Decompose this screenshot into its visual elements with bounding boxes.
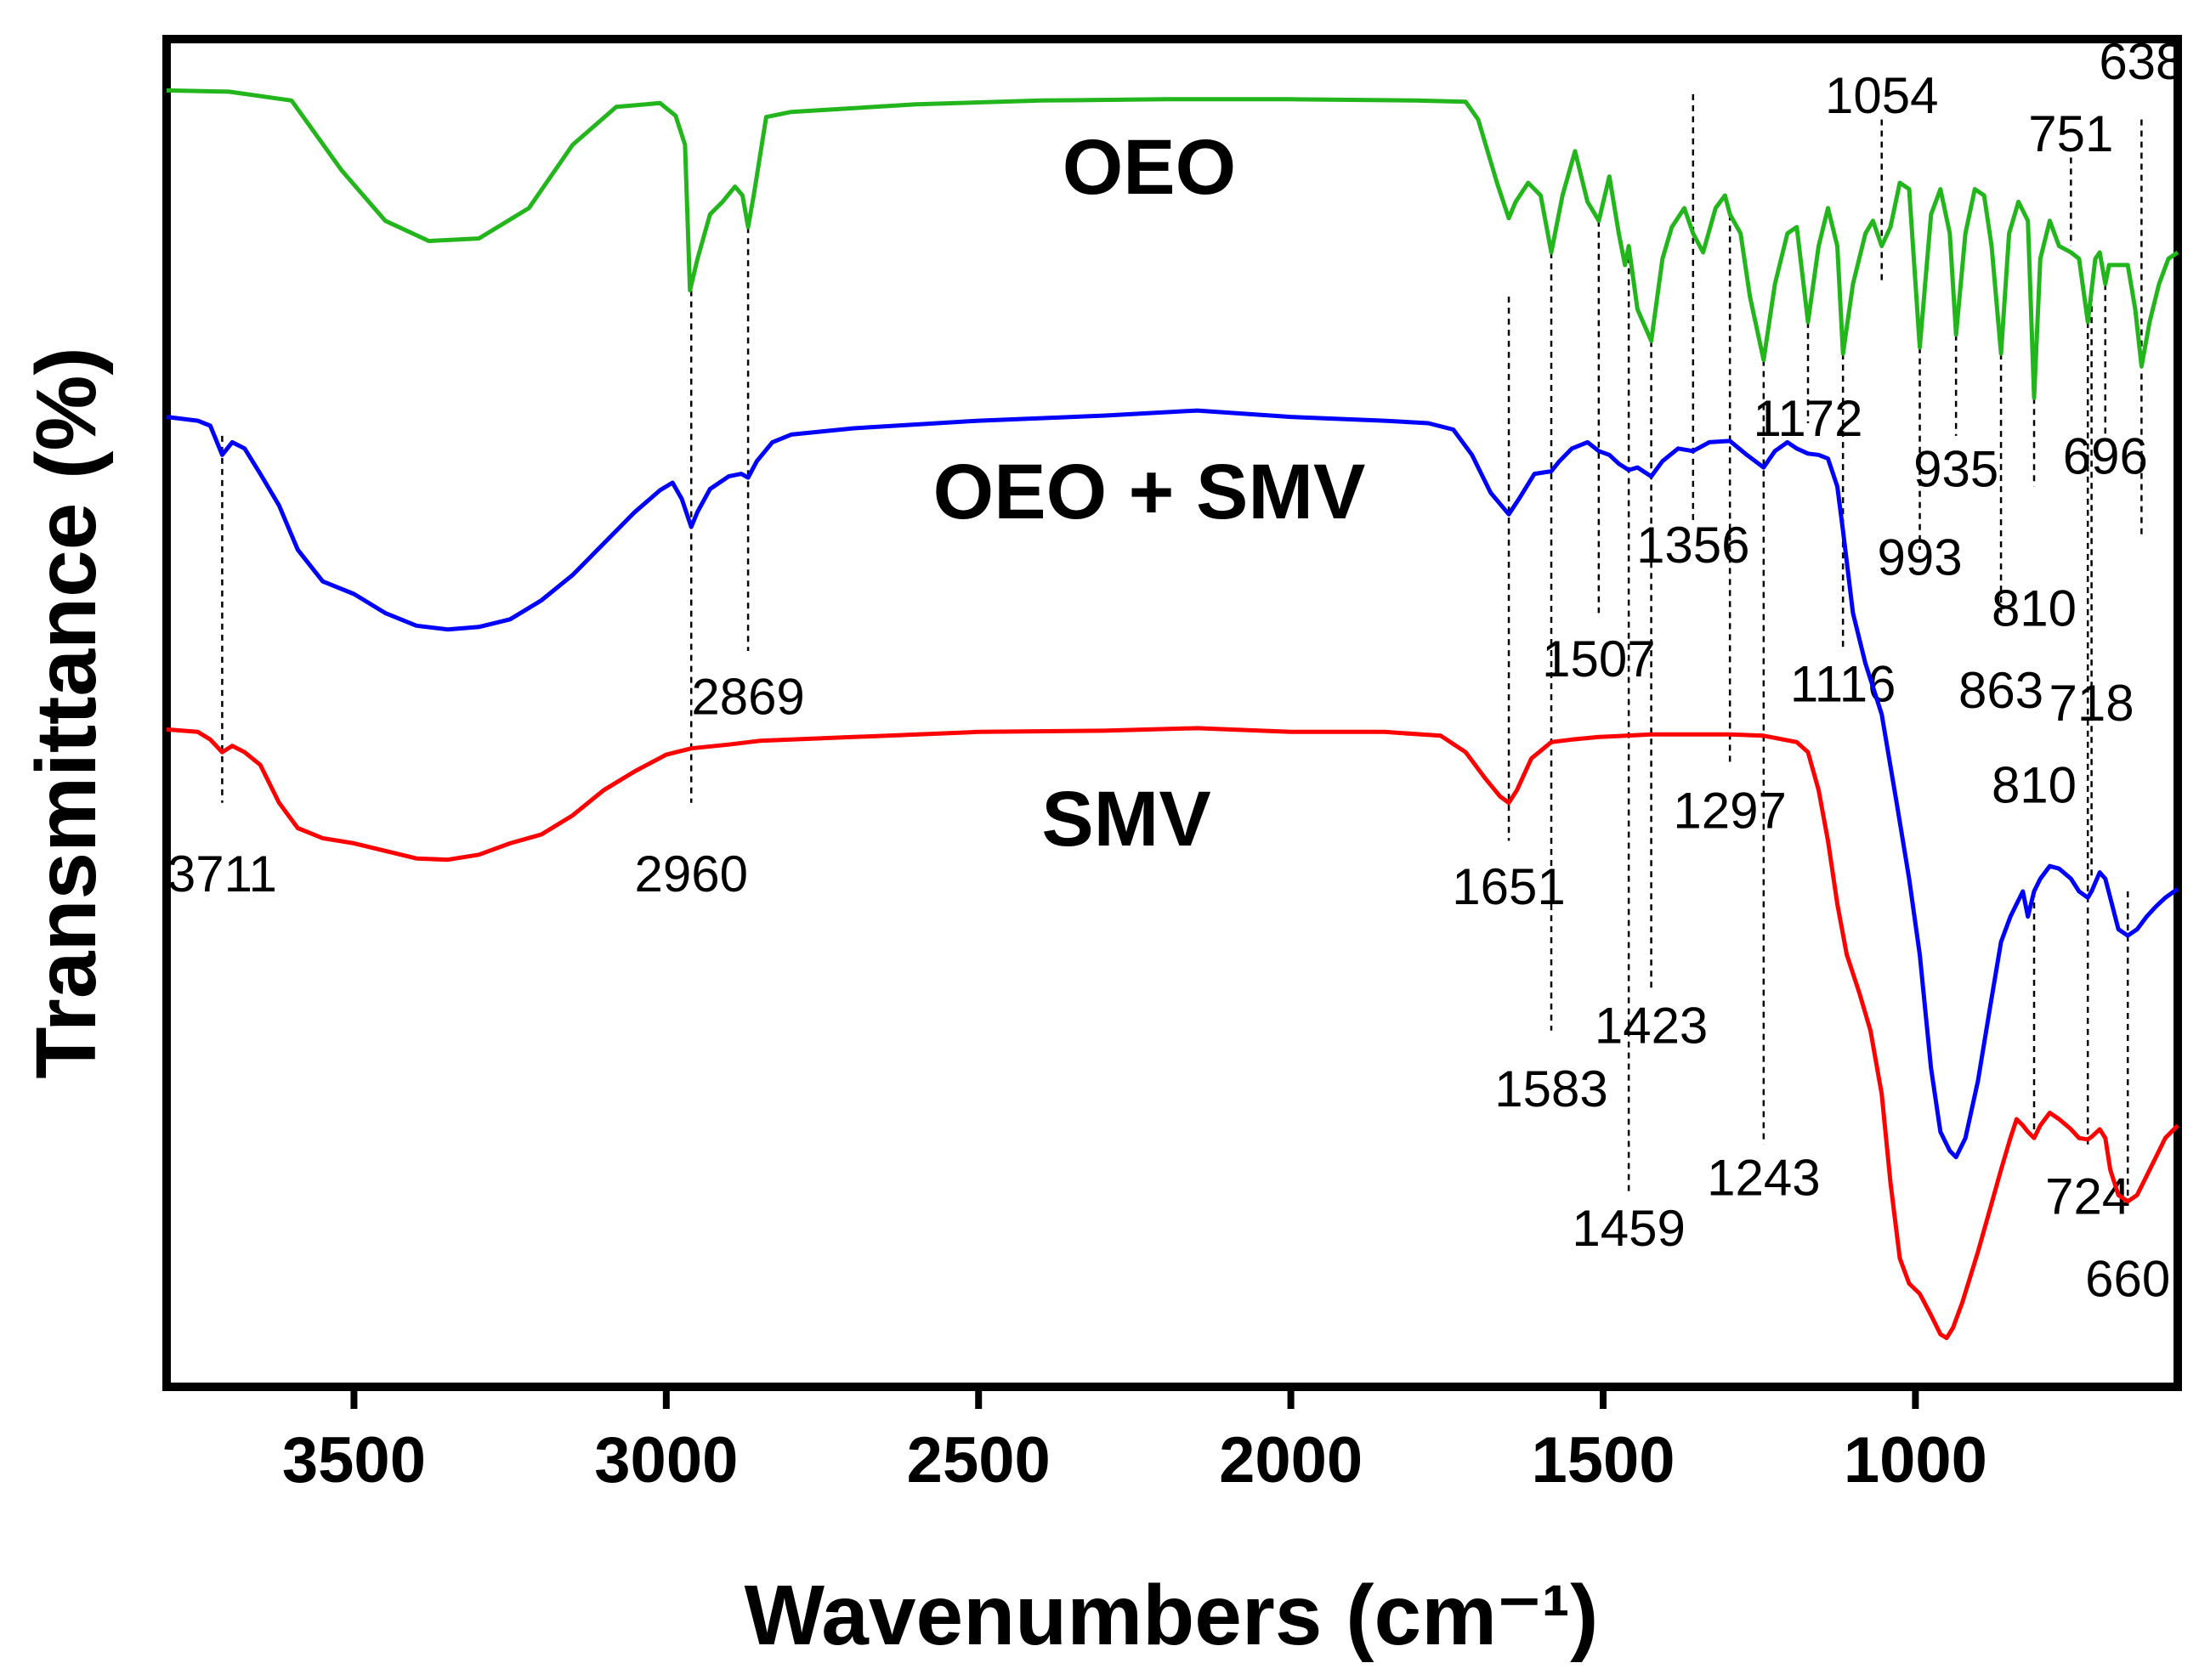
peak-label-1172: 1172 — [1753, 390, 1862, 447]
peak-label-863: 863 — [1958, 662, 2043, 719]
peak-label-810: 810 — [1992, 757, 2077, 814]
x-tick-label-2500: 2500 — [907, 1424, 1051, 1496]
series-lines — [166, 88, 2179, 1341]
plot-frame — [162, 35, 2182, 1391]
series-line-oeo — [166, 88, 2179, 400]
peak-label-1297: 1297 — [1673, 783, 1786, 840]
peak-label-935: 935 — [1913, 440, 1998, 497]
series-label-oeo-smv: OEO + SMV — [933, 449, 1366, 535]
series-line-smv — [166, 726, 2179, 1341]
y-axis-title: Transmittance (%) — [19, 347, 114, 1078]
peak-label-1054: 1054 — [1825, 67, 1938, 124]
peak-label-2960: 2960 — [634, 846, 747, 902]
peak-label-993: 993 — [1877, 529, 1962, 586]
series-label-oeo: OEO — [1063, 124, 1236, 211]
peak-label-696: 696 — [2063, 428, 2148, 485]
peak-annotations: 3711 2960 2869 1651 1583 1507 1459 1423 1356 1297… — [167, 33, 2185, 1307]
peak-label-1356: 1356 — [1636, 517, 1749, 574]
x-axis-title: Wavenumbers (cm⁻¹) — [745, 1568, 1599, 1663]
series-line-oeo-smv — [166, 408, 2179, 1160]
series-labels: OEO OEO + SMV SMV — [933, 124, 1366, 863]
x-tick-label-1500: 1500 — [1531, 1424, 1675, 1496]
peak-label-1459: 1459 — [1572, 1200, 1685, 1257]
peak-label-1583: 1583 — [1494, 1061, 1607, 1117]
x-tick-label-3500: 3500 — [282, 1424, 426, 1496]
peak-label-810: 810 — [1992, 580, 2077, 636]
peak-label-1507: 1507 — [1542, 631, 1655, 687]
peak-label-718: 718 — [2049, 675, 2134, 732]
peak-label-1651: 1651 — [1452, 858, 1565, 915]
peak-label-1423: 1423 — [1595, 998, 1708, 1055]
peak-label-660: 660 — [2085, 1250, 2170, 1307]
peak-label-3711: 3711 — [167, 846, 277, 902]
peak-label-2869: 2869 — [691, 669, 804, 726]
x-tick-label-1000: 1000 — [1844, 1424, 1987, 1496]
peak-label-1243: 1243 — [1707, 1149, 1820, 1206]
x-tick-label-3000: 3000 — [594, 1424, 738, 1496]
peak-label-751: 751 — [2028, 105, 2113, 162]
peak-label-638: 638 — [2099, 33, 2184, 90]
series-label-smv: SMV — [1041, 776, 1210, 863]
peak-label-724: 724 — [2045, 1168, 2130, 1225]
x-axis-ticks: 3500 3000 2500 2000 1500 1000 — [282, 1387, 1987, 1496]
x-tick-label-2000: 2000 — [1219, 1424, 1363, 1496]
